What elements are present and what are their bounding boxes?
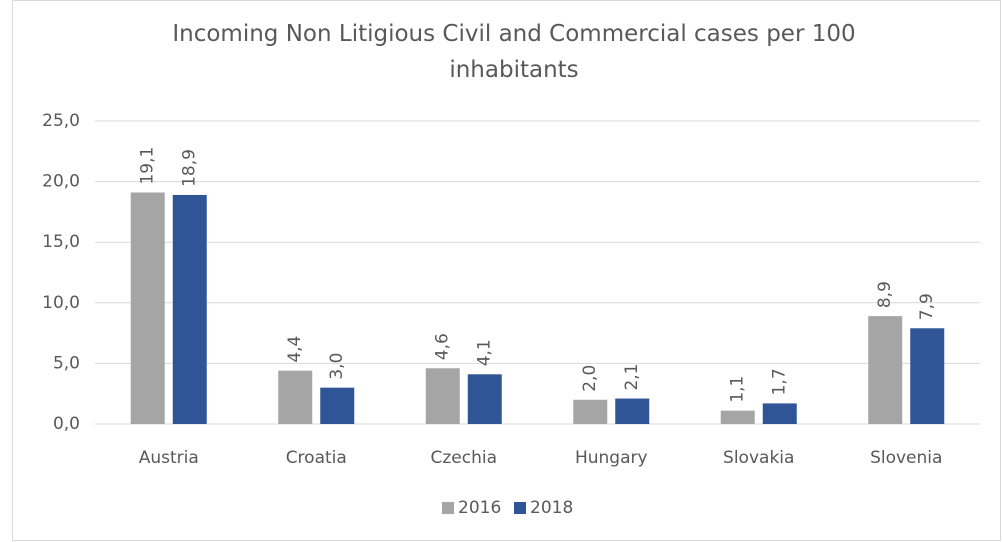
legend-swatch [514, 502, 526, 514]
value-label: 7,9 [917, 293, 937, 320]
x-tick-label: Slovakia [723, 448, 794, 468]
value-label: 1,1 [728, 376, 748, 403]
legend-swatch [442, 502, 454, 514]
value-label: 4,4 [285, 336, 305, 363]
bar [615, 398, 650, 424]
value-label: 19,1 [138, 147, 158, 185]
x-tick-label: Hungary [575, 448, 648, 468]
y-tick-label: 15,0 [42, 232, 80, 252]
y-tick-label: 0,0 [53, 414, 80, 434]
value-label: 2,0 [580, 365, 600, 392]
chart-border [12, 0, 1001, 541]
y-tick-label: 10,0 [42, 293, 80, 313]
value-label: 18,9 [180, 149, 200, 187]
bar [573, 399, 608, 424]
x-tick-label: Czechia [430, 448, 497, 468]
value-label: 4,6 [433, 333, 453, 360]
bar [425, 368, 460, 424]
bar [278, 370, 313, 424]
bar [172, 194, 207, 424]
x-tick-label: Croatia [286, 448, 347, 468]
bar [868, 316, 903, 424]
y-tick-label: 25,0 [42, 111, 80, 131]
chart-title: Incoming Non Litigious Civil and Commerc… [172, 21, 856, 83]
legend-label: 2016 [458, 498, 501, 518]
bar [910, 328, 945, 424]
bar [720, 410, 755, 424]
bar [467, 374, 502, 424]
legend-label: 2018 [530, 498, 573, 518]
y-tick-label: 20,0 [42, 172, 80, 192]
value-label: 2,1 [622, 364, 642, 391]
bar [320, 387, 355, 424]
y-tick-label: 5,0 [53, 353, 80, 373]
bar [762, 403, 797, 424]
bar [130, 192, 165, 424]
value-label: 4,1 [475, 339, 495, 366]
value-label: 1,7 [770, 368, 790, 395]
x-tick-label: Slovenia [870, 448, 942, 468]
value-label: 3,0 [327, 353, 347, 380]
value-label: 8,9 [875, 281, 895, 308]
x-tick-label: Austria [139, 448, 199, 468]
